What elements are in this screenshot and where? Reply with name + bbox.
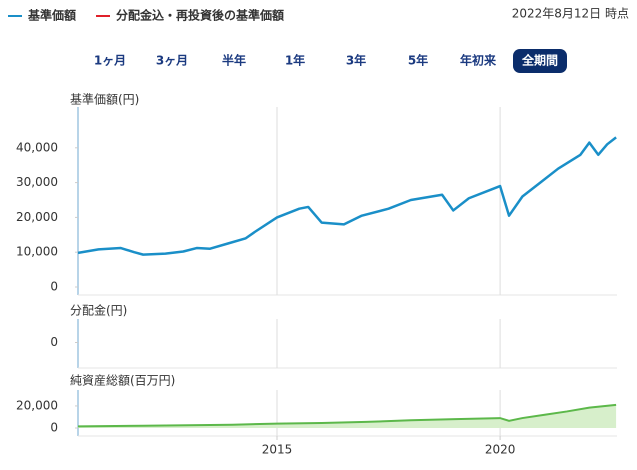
y-tick-label: 30,000: [16, 175, 58, 189]
y-tick-label: 40,000: [16, 140, 58, 154]
y-tick-label: 20,000: [16, 210, 58, 224]
legend-label: 基準価額: [27, 8, 76, 23]
net-assets-line: [77, 403, 617, 428]
net-assets-area: [78, 404, 617, 428]
button-bg[interactable]: [513, 49, 567, 73]
period-button[interactable]: 1ヶ月: [94, 54, 126, 68]
y-tick-label: 0: [50, 280, 58, 294]
x-tick-label: 2020: [485, 443, 516, 457]
period-button[interactable]: 全期間: [521, 53, 558, 68]
y-tick-label: 20,000: [16, 398, 58, 412]
x-tick-label: 2015: [262, 443, 293, 457]
period-button[interactable]: 1年: [285, 53, 305, 68]
period-button[interactable]: 年初来: [460, 53, 497, 68]
period-button[interactable]: 3年: [346, 53, 366, 68]
nav-line: [77, 136, 617, 256]
y-tick-label: 0: [50, 421, 58, 435]
panel-title: 基準価額(円): [70, 92, 139, 107]
panel-title: 純資産総額(百万円): [70, 373, 175, 388]
y-tick-label: 10,000: [16, 245, 58, 259]
y-tick-label: 0: [50, 335, 58, 349]
panel-title: 分配金(円): [70, 303, 127, 318]
period-button[interactable]: 半年: [222, 53, 246, 68]
legend-label: 分配金込・再投資後の基準価額: [116, 8, 284, 23]
period-button[interactable]: 3ヶ月: [156, 54, 188, 68]
period-button[interactable]: 5年: [408, 53, 428, 68]
timestamp: 2022年8月12日 時点: [512, 7, 629, 21]
